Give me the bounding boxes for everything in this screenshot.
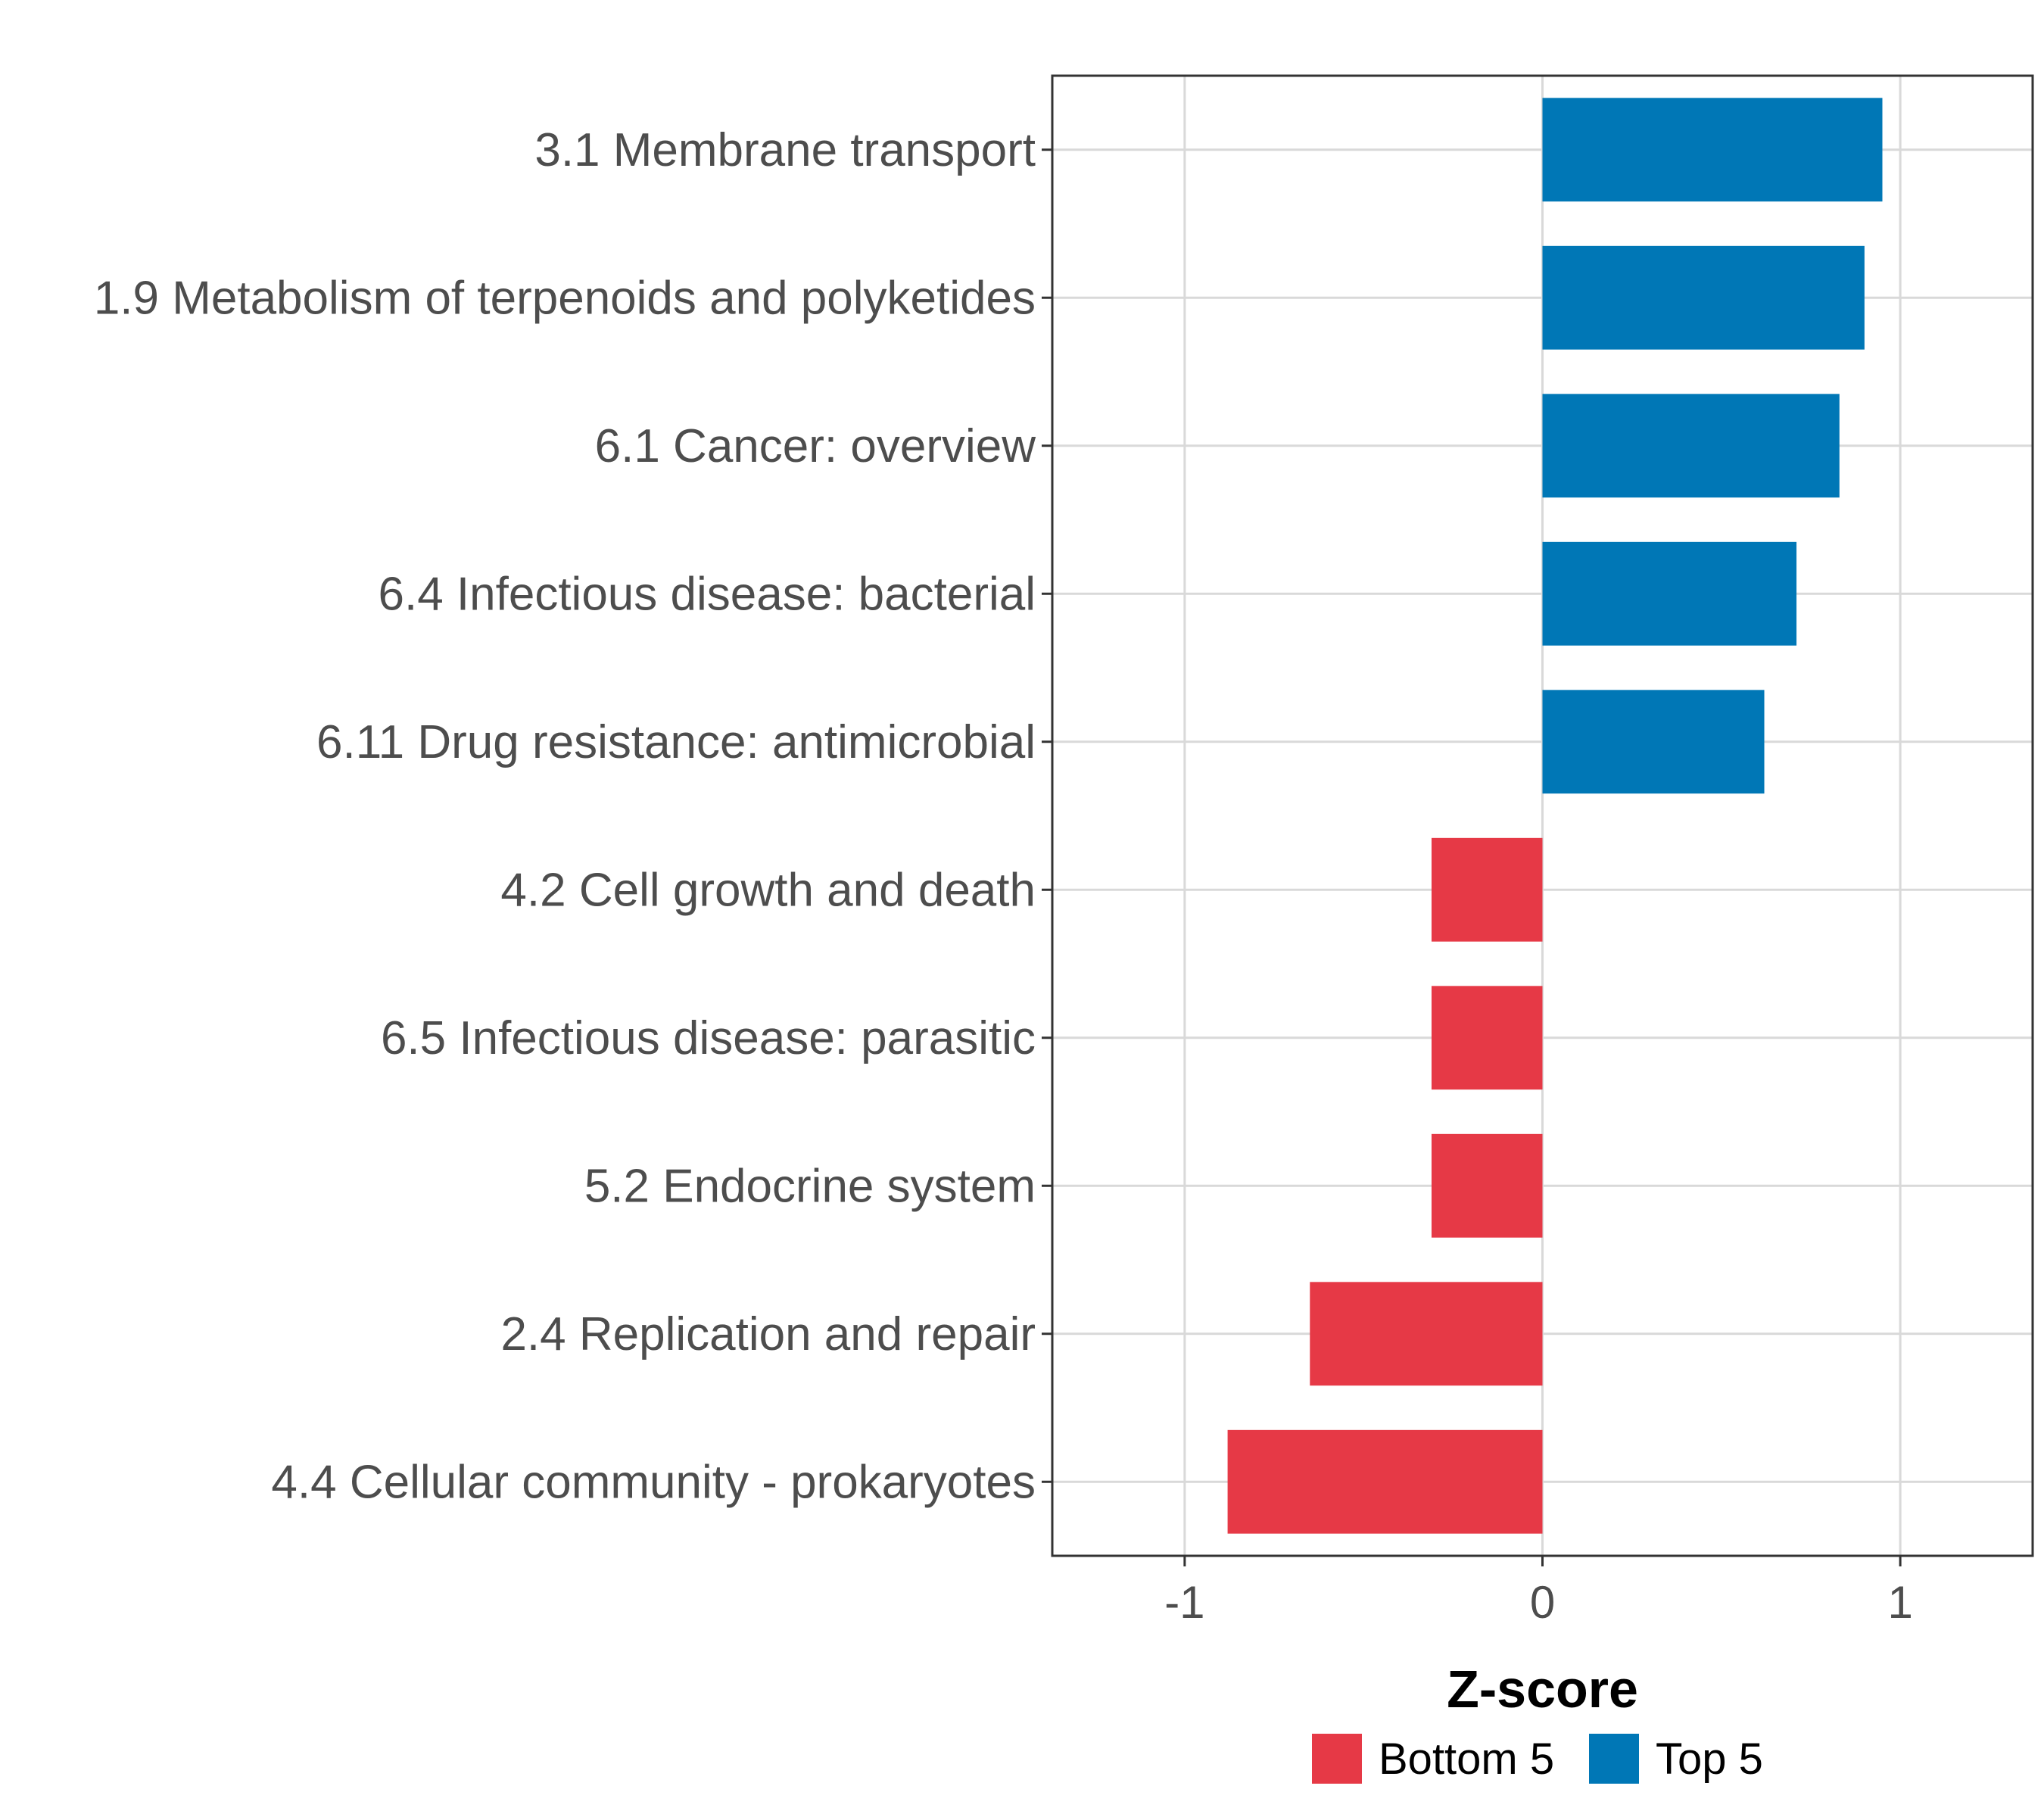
bar-4-4-cellular-community-prokaryotes [1227, 1429, 1543, 1534]
bar-4-2-cell-growth-and-death [1431, 837, 1543, 942]
bar-layer [1227, 98, 1883, 1534]
category-label: 6.4 Infectious disease: bacterial [378, 568, 1036, 620]
legend-swatch-top-5 [1589, 1734, 1639, 1784]
x-axis: -1 0 1 [1164, 1556, 1913, 1628]
y-axis: 3.1 Membrane transport 1.9 Metabolism of … [94, 124, 1052, 1508]
category-label: 6.1 Cancer: overview [595, 420, 1036, 472]
category-label: 6.11 Drug resistance: antimicrobial [316, 716, 1036, 768]
bar-6-1-cancer-overview [1542, 394, 1840, 498]
bar-5-2-endocrine-system [1431, 1133, 1543, 1238]
x-tick-label: -1 [1164, 1577, 1204, 1628]
bar-6-11-drug-resistance-antimicrobial [1542, 690, 1765, 794]
category-label: 3.1 Membrane transport [534, 124, 1036, 176]
legend: Bottom 5 Top 5 [1312, 1734, 1763, 1784]
category-label: 2.4 Replication and repair [500, 1308, 1036, 1360]
legend-label-bottom-5: Bottom 5 [1379, 1734, 1554, 1784]
x-axis-title: Z-score [1447, 1660, 1638, 1719]
category-label: 4.4 Cellular community - prokaryotes [271, 1456, 1036, 1508]
legend-swatch-bottom-5 [1312, 1734, 1362, 1784]
category-label: 4.2 Cell growth and death [500, 864, 1036, 916]
bar-3-1-membrane-transport [1542, 98, 1883, 202]
x-tick-label: 1 [1887, 1577, 1912, 1628]
category-label: 5.2 Endocrine system [584, 1160, 1036, 1212]
legend-label-top-5: Top 5 [1656, 1734, 1763, 1784]
bar-6-5-infectious-disease-parasitic [1431, 986, 1543, 1090]
bar-1-9-metabolism-of-terpenoids-and-polyketides [1542, 245, 1865, 350]
category-label: 6.5 Infectious disease: parasitic [381, 1012, 1036, 1064]
x-tick-label: 0 [1530, 1577, 1555, 1628]
category-label: 1.9 Metabolism of terpenoids and polyket… [94, 272, 1036, 324]
bar-6-4-infectious-disease-bacterial [1542, 541, 1797, 646]
bar-2-4-replication-and-repair [1310, 1282, 1543, 1386]
